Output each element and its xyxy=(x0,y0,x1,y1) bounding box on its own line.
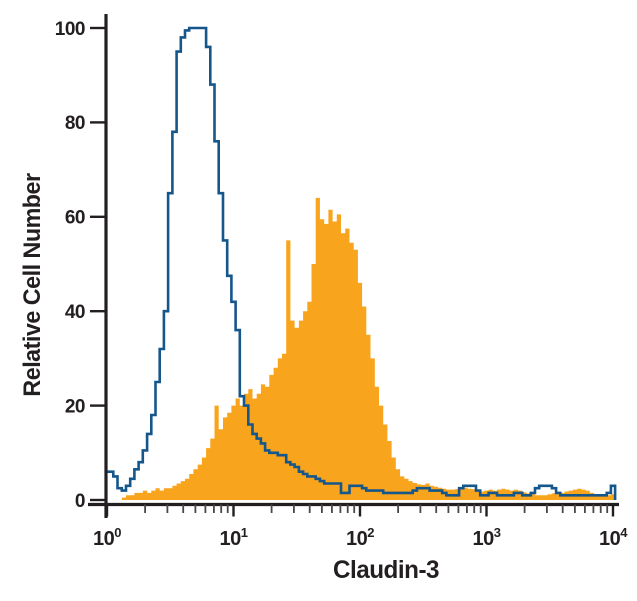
y-axis-title: Relative Cell Number xyxy=(19,173,46,397)
open-histogram-curve xyxy=(104,26,617,500)
y-tick-label-0: 0 xyxy=(75,491,85,512)
y-tick-label-20: 20 xyxy=(65,396,85,417)
x-tick-label-10e2: 102 xyxy=(346,525,374,550)
y-tick-label-80: 80 xyxy=(65,113,85,134)
x-tick-label-10e0: 100 xyxy=(93,525,121,550)
x-axis-title: Claudin-3 xyxy=(332,556,440,584)
x-tick-label-10e1: 101 xyxy=(220,525,248,550)
y-tick-label-40: 40 xyxy=(65,302,85,323)
filled-histogram xyxy=(104,197,616,500)
x-tick-label-10e3: 103 xyxy=(473,525,501,550)
y-tick-label-100: 100 xyxy=(55,19,85,40)
x-tick-label-10e4: 104 xyxy=(599,525,628,550)
y-tick-label-60: 60 xyxy=(65,208,85,229)
